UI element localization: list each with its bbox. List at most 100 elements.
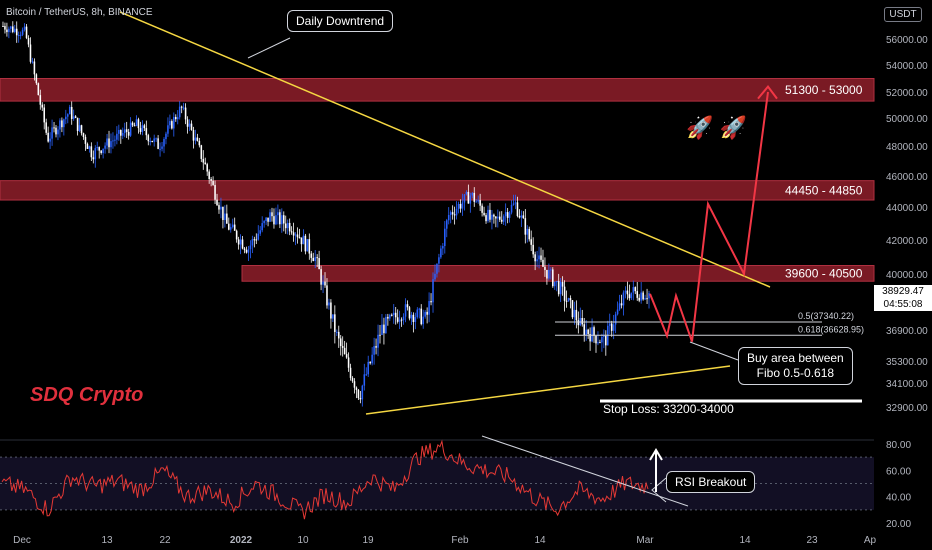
x-tick-label: 10 — [297, 535, 309, 546]
candle-body — [506, 212, 509, 218]
candle-body — [59, 120, 61, 130]
x-tick-label: Mar — [636, 535, 654, 546]
currency-badge[interactable]: USDT — [884, 7, 922, 22]
candle-body — [616, 309, 619, 315]
candle-body — [624, 290, 627, 293]
candle-body — [70, 106, 73, 119]
candle-body — [347, 357, 350, 368]
candle-body — [320, 269, 322, 285]
candle-body — [640, 292, 642, 301]
candle-body — [153, 138, 155, 142]
candle-body — [601, 336, 603, 343]
y-tick-label: 52000.00 — [886, 88, 928, 99]
candle-body — [459, 203, 462, 209]
candle-body — [245, 249, 248, 253]
candle-body — [522, 215, 525, 219]
candle-body — [296, 234, 299, 238]
candle-body — [471, 192, 474, 196]
candle-body — [165, 133, 167, 140]
candle-body — [66, 114, 69, 117]
candle-body — [210, 178, 212, 181]
candle-body — [373, 346, 375, 355]
candle-body — [226, 213, 228, 224]
candle-body — [351, 377, 354, 382]
candle-body — [334, 314, 336, 332]
candle-body — [151, 140, 154, 142]
candle-body — [41, 104, 44, 108]
candle-body — [442, 246, 444, 249]
candle-body — [597, 342, 599, 344]
candle-body — [149, 140, 152, 142]
candle-body — [237, 239, 240, 245]
candle-body — [178, 106, 181, 118]
candle-body — [279, 212, 281, 225]
candle-body — [445, 220, 448, 229]
candle-body — [290, 231, 293, 233]
candle-body — [241, 239, 244, 249]
candle-body — [306, 239, 309, 252]
candle-body — [216, 199, 218, 206]
candle-body — [392, 312, 395, 316]
candle-body — [90, 146, 93, 158]
candle-body — [182, 107, 185, 109]
candle-body — [530, 239, 532, 245]
candle-body — [277, 212, 279, 216]
candle-body — [497, 216, 499, 219]
candle-body — [330, 302, 332, 319]
candle-body — [173, 117, 175, 129]
candle-body — [98, 147, 100, 151]
candle-body — [116, 133, 118, 140]
candle-body — [194, 137, 197, 141]
candle-body — [106, 138, 108, 146]
candle-body — [389, 314, 391, 319]
daily-downtrend-callout: Daily Downtrend — [287, 10, 394, 32]
candle-body — [263, 220, 265, 224]
candle-body — [583, 324, 586, 336]
candle-body — [84, 136, 87, 144]
candle-body — [552, 269, 554, 287]
candle-body — [271, 212, 273, 217]
candle-body — [45, 122, 47, 133]
candle-body — [233, 224, 236, 231]
candle-body — [80, 125, 83, 134]
rsi-tick-label: 60.00 — [886, 466, 911, 477]
candle-body — [112, 140, 114, 142]
candle-body — [479, 200, 481, 206]
candle-body — [72, 116, 75, 119]
candle-body — [171, 121, 173, 129]
support-line — [365, 365, 731, 415]
candle-body — [218, 205, 220, 210]
candle-body — [473, 192, 476, 202]
candle-body — [394, 312, 397, 318]
candle-body — [269, 212, 271, 222]
candle-body — [390, 314, 393, 316]
y-tick-label: 36900.00 — [886, 326, 928, 337]
candle-body — [110, 141, 112, 148]
candle-body — [33, 61, 36, 75]
candle-body — [302, 235, 305, 245]
candle-body — [434, 273, 436, 280]
candle-body — [628, 294, 631, 299]
candle-body — [184, 107, 187, 120]
candle-body — [304, 235, 307, 252]
candle-body — [581, 317, 584, 325]
candle-body — [577, 320, 580, 326]
candle-body — [536, 259, 538, 262]
candle-body — [469, 195, 472, 204]
candle-body — [228, 223, 230, 230]
candle-body — [159, 148, 161, 150]
candle-body — [125, 129, 128, 132]
candle-body — [432, 279, 434, 303]
candle-body — [102, 148, 104, 154]
candle-body — [557, 281, 560, 295]
candle-body — [316, 257, 318, 259]
candle-body — [53, 127, 55, 129]
candle-body — [355, 387, 358, 390]
candle-body — [100, 150, 102, 154]
candle-body — [273, 216, 275, 225]
candle-body — [137, 119, 140, 129]
breakout-arrowhead — [649, 448, 663, 461]
candle-body — [349, 367, 352, 378]
candle-body — [418, 308, 421, 310]
